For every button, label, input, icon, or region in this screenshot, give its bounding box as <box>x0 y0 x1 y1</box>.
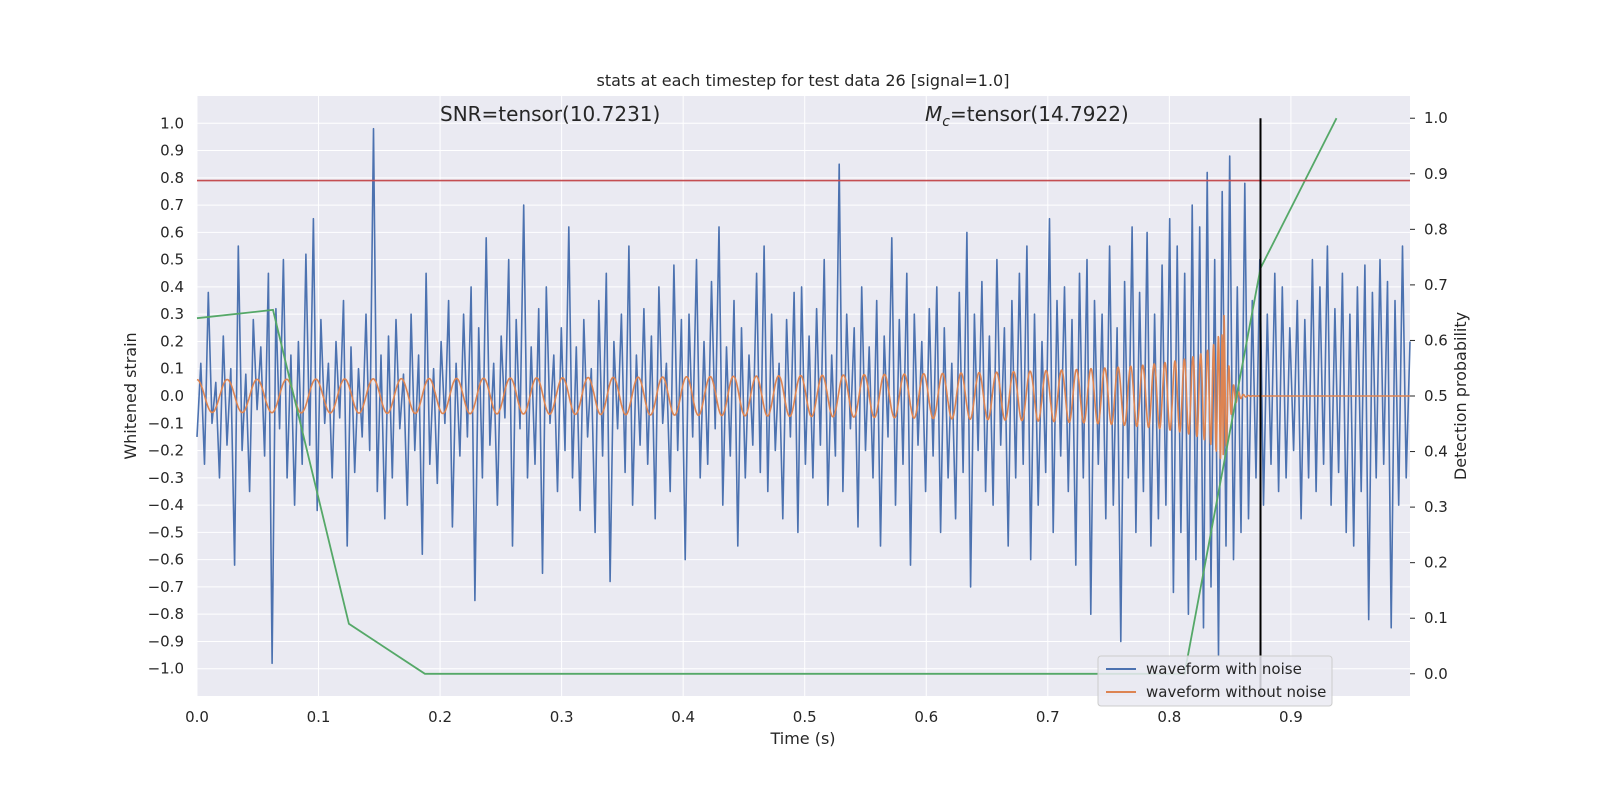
y-tick-label: 0.8 <box>160 169 184 187</box>
legend-label-noise: waveform with noise <box>1146 660 1302 678</box>
y-tick-label: −0.4 <box>148 496 184 514</box>
x-tick-label: 0.7 <box>1036 708 1060 726</box>
x-tick-label: 0.0 <box>185 708 209 726</box>
y-axis-label: Whitened strain <box>121 332 140 459</box>
y-tick-label: 0.6 <box>160 223 184 241</box>
y-tick-label: 0.4 <box>160 278 184 296</box>
right-y-axis-label: Detection probability <box>1451 312 1470 480</box>
x-axis-label: Time (s) <box>769 729 835 748</box>
series-layer <box>196 117 1411 696</box>
series-line-waveform-without-noise <box>196 314 1411 460</box>
y-tick-label: 0.2 <box>160 332 184 350</box>
y-tick-label: 0.5 <box>160 251 184 269</box>
y-tick-label: −0.9 <box>148 632 184 650</box>
right-y-tick-label: 0.3 <box>1424 498 1448 516</box>
x-tick-label: 0.5 <box>793 708 817 726</box>
right-y-tick-label: 0.6 <box>1424 331 1448 349</box>
x-tick-label: 0.6 <box>914 708 938 726</box>
right-y-tick-label: 0.8 <box>1424 220 1448 238</box>
right-y-tick-label: 0.2 <box>1424 554 1448 572</box>
y-tick-label: −0.1 <box>148 414 184 432</box>
y-tick-label: 0.3 <box>160 305 184 323</box>
y-tick-label: 1.0 <box>160 114 184 132</box>
x-tick-label: 0.2 <box>428 708 452 726</box>
right-y-tick-label: 0.4 <box>1424 443 1448 461</box>
mc-annotation: Mc=tensor(14.7922) <box>925 102 1129 130</box>
tick-labels: 0.0 0.1 0.2 0.3 0.4 0.5 0.6 0.7 0.8 0.9 1.0 0.9 0.8 0… <box>148 109 1448 726</box>
y-tick-label: 0.7 <box>160 196 184 214</box>
y-tick-label: 0.9 <box>160 142 184 160</box>
legend-box <box>1097 655 1333 707</box>
right-y-tick-label: 0.1 <box>1424 609 1448 627</box>
right-y-tick-label: 0.0 <box>1424 665 1448 683</box>
y-tick-label: −1.0 <box>148 660 184 678</box>
right-y-tick-label: 0.5 <box>1424 387 1448 405</box>
y-tick-label: −0.2 <box>148 442 184 460</box>
y-tick-label: −0.8 <box>148 605 184 623</box>
x-tick-label: 0.9 <box>1279 708 1303 726</box>
right-y-tick-label: 1.0 <box>1424 109 1448 127</box>
x-tick-label: 0.8 <box>1157 708 1181 726</box>
snr-annotation: SNR=tensor(10.7231) <box>440 102 660 126</box>
y-tick-label: −0.5 <box>148 523 184 541</box>
chart-title: stats at each timestep for test data 26 … <box>597 71 1010 90</box>
legend: waveform with noise waveform without noi… <box>1097 655 1333 707</box>
mc-symbol: M <box>925 102 942 126</box>
y-tick-label: 0.0 <box>160 387 184 405</box>
right-y-tick-label: 0.9 <box>1424 165 1448 183</box>
y-tick-label: −0.6 <box>148 551 184 569</box>
x-tick-label: 0.1 <box>307 708 331 726</box>
mc-value: =tensor(14.7922) <box>950 102 1129 126</box>
legend-label-clean: waveform without noise <box>1146 683 1326 701</box>
y-tick-label: −0.3 <box>148 469 184 487</box>
series-line-waveform-with-noise <box>196 127 1411 665</box>
y-tick-label: −0.7 <box>148 578 184 596</box>
right-y-tick-label: 0.7 <box>1424 276 1448 294</box>
x-tick-label: 0.4 <box>671 708 695 726</box>
y-tick-label: 0.1 <box>160 360 184 378</box>
x-tick-label: 0.3 <box>550 708 574 726</box>
mc-subscript: c <box>942 114 950 130</box>
